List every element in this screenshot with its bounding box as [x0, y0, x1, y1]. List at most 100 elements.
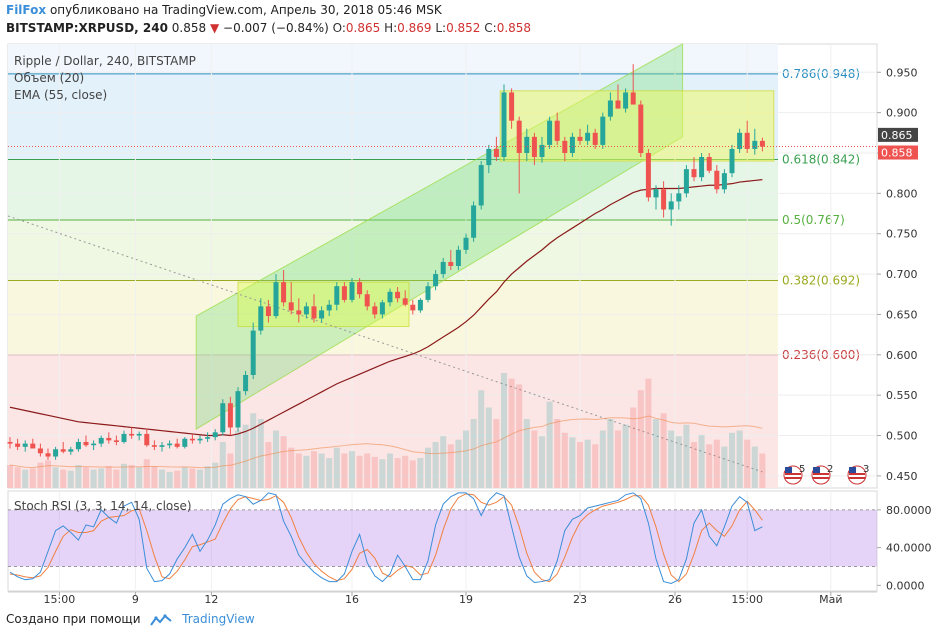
candle-body — [600, 116, 606, 145]
volume-bar — [668, 430, 675, 488]
candle-body — [478, 165, 484, 206]
candle-body — [334, 286, 340, 305]
stoch-pane — [7, 490, 878, 592]
candle-body — [699, 157, 705, 178]
candle-body — [577, 136, 583, 141]
candle-body — [387, 291, 393, 303]
volume-bar — [485, 407, 492, 488]
volume-bar — [417, 458, 424, 488]
volume-bar — [341, 453, 348, 488]
volume-bar — [478, 390, 485, 488]
volume-bar — [113, 469, 120, 488]
candle-body — [174, 443, 180, 447]
candle-body — [37, 448, 43, 454]
price-badge — [878, 127, 918, 142]
candle-body — [516, 120, 522, 153]
candle-body — [395, 291, 401, 299]
time-tick-label: 15:00 — [731, 593, 763, 606]
open-label: O: — [332, 21, 346, 35]
volume-bar — [516, 384, 523, 488]
us-flag-icon — [785, 473, 801, 475]
volume-bar — [197, 469, 203, 488]
volume-bar — [60, 469, 67, 488]
candle-body — [197, 438, 203, 441]
volume-bar — [729, 432, 735, 488]
candle-body — [661, 189, 667, 210]
volume-bar — [736, 430, 743, 488]
us-flag-icon — [813, 477, 829, 479]
event-count-label: 2 — [827, 464, 833, 475]
candle-body — [410, 304, 416, 311]
candle-body — [714, 170, 720, 190]
candle-body — [22, 443, 28, 447]
legend-stoch: Stoch RSI (3, 3, 14, 14, close) — [14, 499, 192, 513]
volume-bar — [630, 407, 637, 488]
volume-bar — [470, 419, 477, 488]
candle-body — [569, 136, 575, 153]
volume-bar — [280, 436, 287, 488]
time-tick-label: Май — [819, 593, 842, 606]
volume-bar — [14, 467, 21, 488]
tradingview-logo-icon — [150, 613, 172, 626]
volume-bar — [554, 419, 561, 488]
volume-bar — [295, 453, 302, 488]
candle-body — [471, 205, 477, 238]
publisher-name[interactable]: FilFox — [6, 3, 47, 17]
legend-volume: Объем (20) — [14, 71, 85, 85]
volume-bar — [379, 459, 386, 488]
fib-level-label: 0.382(0.692) — [782, 274, 860, 288]
candle-body — [159, 445, 165, 447]
candle-body — [167, 443, 173, 446]
volume-bar — [387, 453, 393, 488]
candle-body — [623, 92, 629, 109]
stoch-tick-label: 80.0000 — [886, 504, 932, 517]
candle-body — [129, 433, 135, 436]
stoch-k-line — [9, 492, 763, 584]
price-tick-label: 0.950 — [886, 66, 918, 79]
volume-bar — [698, 435, 705, 488]
volume-bar — [174, 470, 181, 488]
fib-zone — [8, 219, 778, 281]
candle-body — [106, 437, 112, 441]
fib-level-label: 0.618(0.842) — [782, 152, 860, 166]
volume-bar — [713, 439, 720, 488]
volume-bar — [273, 430, 279, 488]
candle-body — [273, 282, 279, 317]
price-tick-label: 0.550 — [886, 389, 918, 402]
volume-bar — [653, 419, 659, 488]
volume-bar — [364, 453, 371, 488]
us-flag-icon — [849, 473, 865, 475]
volume-bar — [52, 467, 59, 488]
price-tick-label: 0.600 — [886, 349, 918, 362]
price-tick-label: 0.900 — [886, 107, 918, 120]
candle-body — [303, 306, 309, 315]
candle-body — [91, 443, 97, 446]
price-tick-label: 0.450 — [886, 470, 918, 483]
volume-bar — [637, 390, 644, 488]
candle-body — [372, 306, 378, 315]
candle-body — [547, 120, 553, 145]
footer-brand[interactable]: TradingView — [182, 612, 255, 626]
candle-body — [288, 302, 294, 311]
legend-ema: EMA (55, close) — [14, 88, 108, 102]
us-flag-icon — [785, 467, 792, 473]
candle-body — [364, 294, 370, 307]
volume-bar — [759, 453, 766, 488]
volume-bar — [691, 442, 697, 488]
volume-bar — [90, 469, 97, 488]
stoch-band — [8, 509, 877, 567]
volume-bar — [508, 378, 515, 488]
time-tick-label: 15:00 — [44, 593, 76, 606]
candle-body — [227, 403, 233, 428]
candle-body — [281, 282, 287, 303]
candle-body — [524, 136, 530, 153]
low-label: L: — [435, 21, 447, 35]
volume-bar — [744, 439, 751, 488]
volume-bar — [189, 468, 196, 488]
volume-bar — [425, 447, 431, 488]
price-badge — [878, 145, 918, 160]
candle-body — [539, 144, 545, 158]
volume-bar — [455, 439, 462, 488]
us-flag-icon — [849, 467, 856, 473]
